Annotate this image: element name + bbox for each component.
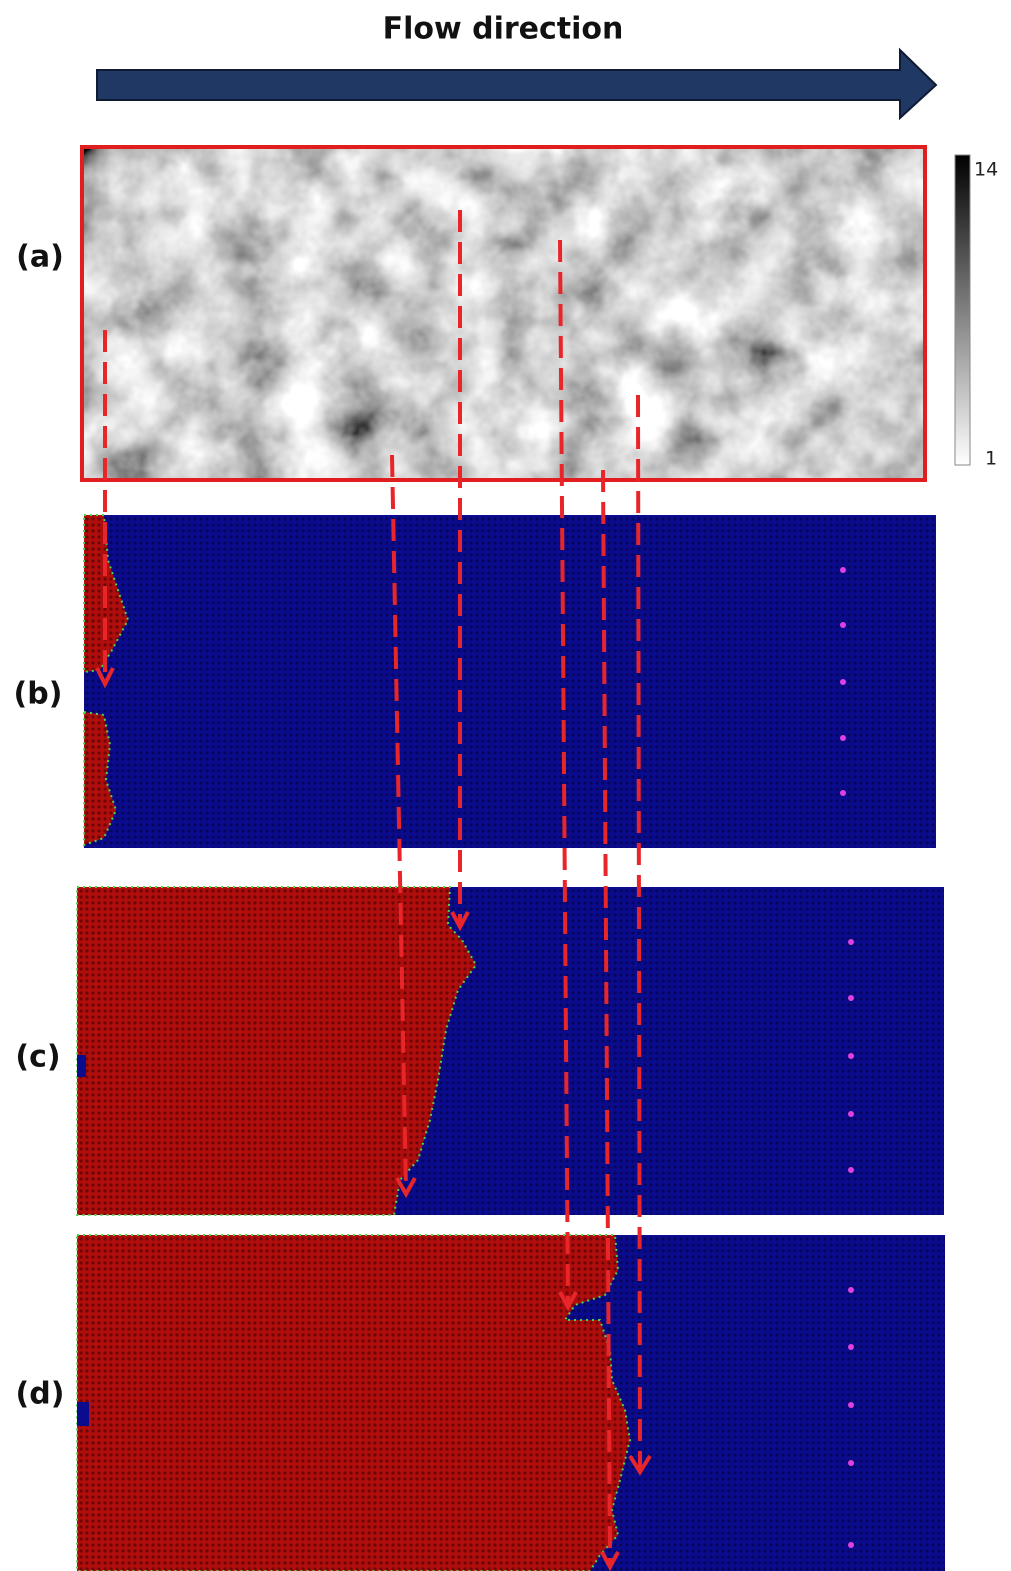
invaded-region: [76, 1234, 632, 1571]
porous-image: [82, 147, 925, 480]
colorbar-max: 14: [974, 159, 998, 181]
guide-arrows: [95, 210, 652, 1571]
colorbar-min: 1: [985, 448, 997, 470]
flow-arrow: [96, 47, 938, 121]
invaded-region: [83, 710, 118, 847]
title: Flow direction: [383, 12, 624, 47]
panel-label: (d): [16, 1377, 65, 1412]
pore: [77, 1402, 89, 1426]
panel-label: (c): [15, 1040, 60, 1075]
panel-label: (b): [14, 677, 63, 712]
simulation-panel: [84, 515, 936, 848]
outlet-dots: [840, 567, 854, 1548]
panel-border: [80, 145, 927, 482]
panel-label: (a): [16, 240, 64, 275]
pore: [77, 1055, 86, 1077]
colorbar: [954, 154, 971, 466]
invaded-region: [76, 886, 478, 1216]
